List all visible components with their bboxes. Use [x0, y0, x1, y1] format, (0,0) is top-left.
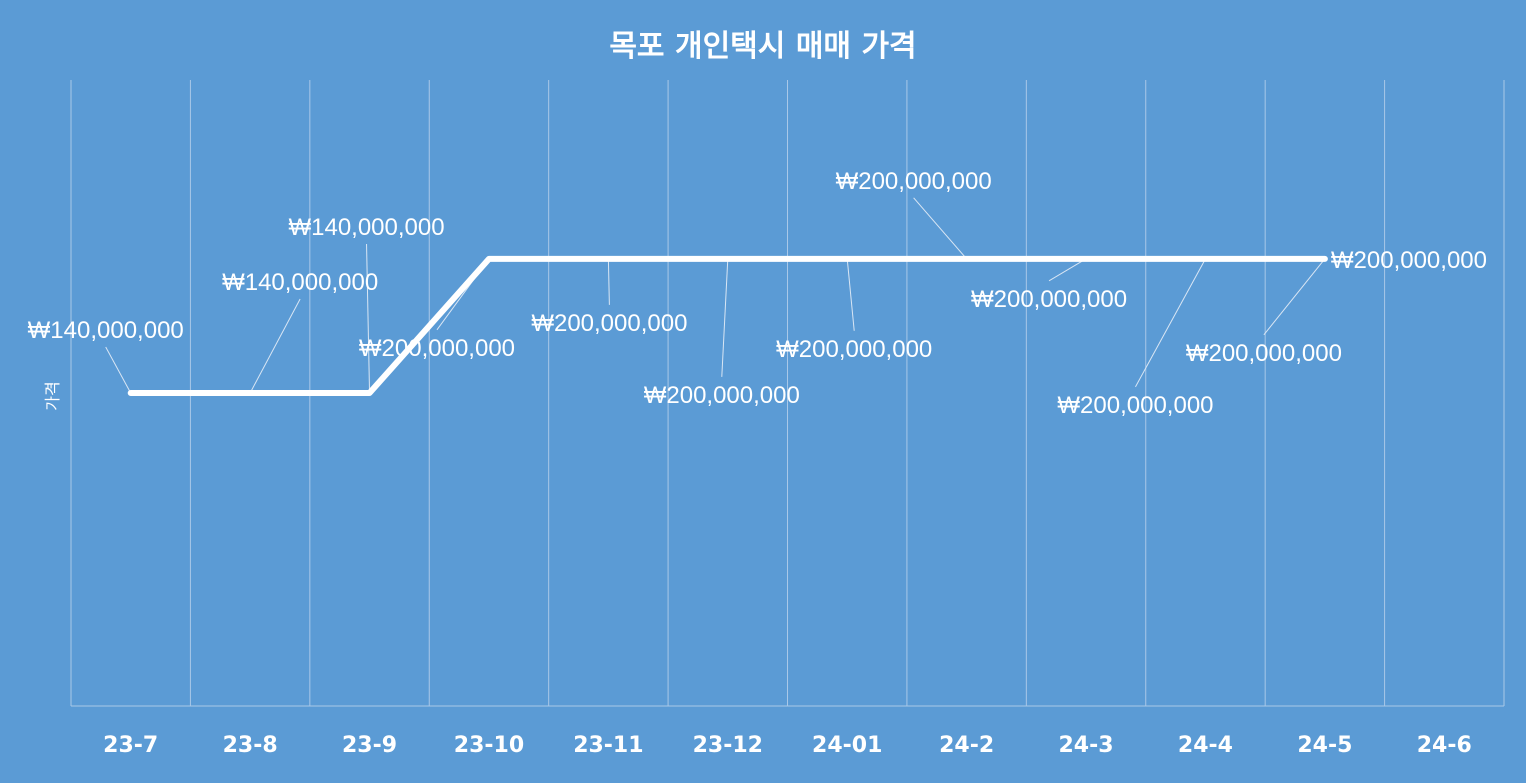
data-label: ₩200,000,000 [1331, 247, 1487, 274]
data-label-leader [249, 298, 301, 394]
data-label: ₩140,000,000 [222, 269, 378, 296]
x-tick-label: 24-01 [812, 733, 882, 758]
data-label-leader [366, 243, 371, 394]
x-tick-layer: 23-7 23-8 23-9 23-10 23-11 23-12 24-01 24-2 24-3… [103, 733, 1472, 758]
data-label-leader [913, 197, 968, 260]
x-tick-label: 23-11 [573, 733, 643, 758]
y-axis-label: 가격 [43, 381, 62, 410]
x-tick-label: 23-10 [454, 733, 524, 758]
data-label: ₩200,000,000 [836, 168, 992, 195]
x-tick-label: 24-2 [939, 733, 994, 758]
x-tick-label: 23-8 [223, 733, 278, 758]
data-label-leader [846, 258, 855, 331]
data-label: ₩140,000,000 [288, 214, 444, 241]
series-line [127, 255, 1328, 396]
x-tick-label: 23-12 [693, 733, 763, 758]
x-tick-label: 23-9 [342, 733, 397, 758]
data-label-leader [1135, 258, 1206, 388]
chart-title: 목포 개인택시 매매 가격 [609, 29, 916, 64]
series-layer [127, 255, 1328, 396]
data-label: ₩200,000,000 [1057, 392, 1213, 419]
data-label-leader [105, 346, 132, 394]
data-label: ₩140,000,000 [28, 317, 184, 344]
grid-layer [70, 80, 1505, 707]
x-tick-label: 24-3 [1059, 733, 1114, 758]
x-tick-label: 23-7 [103, 733, 158, 758]
x-tick-label: 24-4 [1178, 733, 1233, 758]
data-label: ₩200,000,000 [644, 382, 800, 409]
data-label-leader [721, 258, 729, 377]
data-label: ₩200,000,000 [359, 335, 515, 362]
data-label-leader [607, 258, 610, 305]
leader-layer [105, 197, 1326, 394]
data-label-layer: ₩140,000,000 ₩140,000,000 ₩140,000,000 ₩200… [28, 168, 1487, 419]
data-label: ₩200,000,000 [776, 336, 932, 363]
data-label: ₩200,000,000 [971, 286, 1127, 313]
x-tick-label: 24-5 [1297, 733, 1352, 758]
data-label-leader [1048, 258, 1087, 282]
data-label-leader [1263, 258, 1326, 336]
x-tick-label: 24-6 [1417, 733, 1472, 758]
data-label: ₩200,000,000 [1186, 340, 1342, 367]
data-label: ₩200,000,000 [531, 310, 687, 337]
